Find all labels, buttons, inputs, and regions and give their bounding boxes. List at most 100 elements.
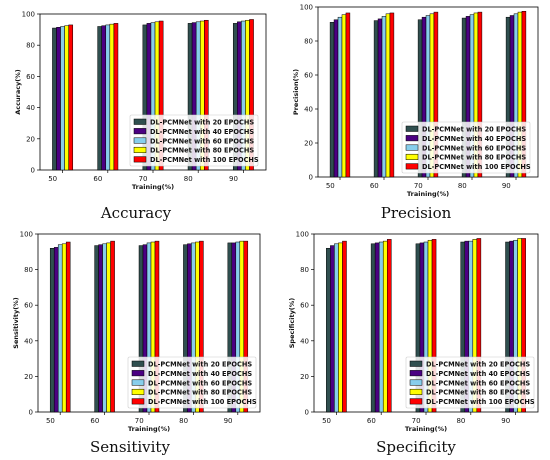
legend-label: DL-PCMNet with 20 EPOCHS <box>426 361 530 369</box>
x-tick-label: 80 <box>179 417 188 425</box>
bar <box>374 242 380 413</box>
legend-label: DL-PCMNet with 40 EPOCHS <box>426 370 530 378</box>
legend-box <box>405 356 535 409</box>
legend-label: DL-PCMNet with 20 EPOCHS <box>150 119 254 127</box>
legend-swatch <box>405 125 419 132</box>
bar <box>373 20 379 178</box>
bar <box>378 241 384 413</box>
bar <box>386 239 392 413</box>
y-tick-label: 80 <box>26 42 35 50</box>
x-tick-label: 50 <box>326 182 335 190</box>
x-tick-label: 80 <box>458 182 467 190</box>
x-tick-label: 50 <box>46 417 55 425</box>
y-tick-label: 60 <box>26 73 35 81</box>
x-axis-label: Training(%) <box>128 425 170 433</box>
x-tick-label: 80 <box>456 417 465 425</box>
legend-box <box>127 356 257 409</box>
y-tick-label: 60 <box>304 72 313 80</box>
bar <box>57 244 63 413</box>
legend-swatch <box>131 379 145 386</box>
y-tick-label: 40 <box>300 337 309 345</box>
x-tick-label: 90 <box>501 417 510 425</box>
bar <box>68 24 74 171</box>
y-tick-label: 0 <box>29 409 33 417</box>
legend-swatch <box>405 144 419 151</box>
bar <box>94 245 99 413</box>
y-tick-label: 100 <box>296 231 309 239</box>
x-tick-label: 50 <box>48 175 57 183</box>
legend-swatch <box>409 398 423 405</box>
bar <box>98 244 103 413</box>
bar <box>329 22 335 178</box>
legend-label: DL-PCMNet with 100 EPOCHS <box>148 398 257 406</box>
bar <box>64 25 69 171</box>
y-tick-label: 80 <box>300 266 309 274</box>
x-axis-label: Training(%) <box>407 190 449 198</box>
legend-swatch <box>131 370 145 377</box>
y-tick-label: 20 <box>300 373 309 381</box>
y-tick-label: 0 <box>309 174 313 182</box>
bar <box>158 20 164 171</box>
legend-swatch <box>133 118 147 125</box>
bar <box>110 240 115 413</box>
bar <box>377 18 383 178</box>
x-tick-label: 70 <box>414 182 423 190</box>
x-axis-label: Training(%) <box>405 425 447 433</box>
bar <box>338 242 343 413</box>
bar <box>476 238 482 413</box>
bar <box>341 14 347 178</box>
y-tick-label: 0 <box>305 409 309 417</box>
bar <box>521 11 527 178</box>
bar <box>60 26 65 171</box>
bar <box>113 23 119 171</box>
legend-swatch <box>131 388 145 395</box>
bar <box>204 19 209 171</box>
bar <box>431 239 437 413</box>
bar <box>337 16 343 178</box>
legend-label: DL-PCMNet with 60 EPOCHS <box>150 137 254 145</box>
legend-swatch <box>409 388 423 395</box>
y-tick-label: 20 <box>304 140 313 148</box>
bar <box>53 247 59 413</box>
bar <box>199 240 204 413</box>
x-tick-label: 90 <box>229 175 238 183</box>
legend-swatch <box>405 135 419 142</box>
y-tick-label: 40 <box>24 337 33 345</box>
legend-label: DL-PCMNet with 60 EPOCHS <box>426 379 530 387</box>
legend-label: DL-PCMNet with 20 EPOCHS <box>148 361 252 369</box>
legend-label: DL-PCMNet with 100 EPOCHS <box>422 163 531 171</box>
y-tick-label: 100 <box>300 4 313 12</box>
bar <box>381 16 387 178</box>
y-tick-label: 100 <box>22 11 35 19</box>
y-tick-label: 100 <box>20 231 33 239</box>
bar <box>382 240 388 413</box>
bar <box>342 240 347 413</box>
x-tick-label: 70 <box>412 417 421 425</box>
legend-label: DL-PCMNet with 60 EPOCHS <box>148 379 252 387</box>
x-tick-label: 70 <box>139 175 148 183</box>
legend-swatch <box>133 146 147 153</box>
chart-panel-sensitivity: 0 20 40 60 80 100 50 60 70 80 90 Training(%) Sensiti… <box>12 231 261 456</box>
bar <box>109 23 115 171</box>
bar <box>65 241 71 413</box>
legend-swatch <box>409 370 423 377</box>
y-tick-label: 80 <box>24 266 33 274</box>
legend-label: DL-PCMNet with 40 EPOCHS <box>150 128 254 136</box>
legend-label: DL-PCMNet with 20 EPOCHS <box>422 126 526 134</box>
y-axis-label: Accuracy(%) <box>14 69 22 115</box>
x-tick-label: 70 <box>135 417 144 425</box>
y-tick-label: 0 <box>31 167 35 175</box>
y-axis-label: Specificity(%) <box>288 298 296 349</box>
chart-panel-accuracy: 0 20 40 60 80 100 50 60 70 80 90 Training(%) Accurac… <box>14 11 267 222</box>
legend-swatch <box>131 360 145 367</box>
legend-swatch <box>405 153 419 160</box>
legend-label: DL-PCMNet with 40 EPOCHS <box>422 135 526 143</box>
legend-label: DL-PCMNet with 100 EPOCHS <box>150 156 259 164</box>
bar <box>389 12 395 178</box>
y-tick-label: 80 <box>304 38 313 46</box>
x-tick-label: 90 <box>502 182 511 190</box>
bar <box>326 247 331 413</box>
